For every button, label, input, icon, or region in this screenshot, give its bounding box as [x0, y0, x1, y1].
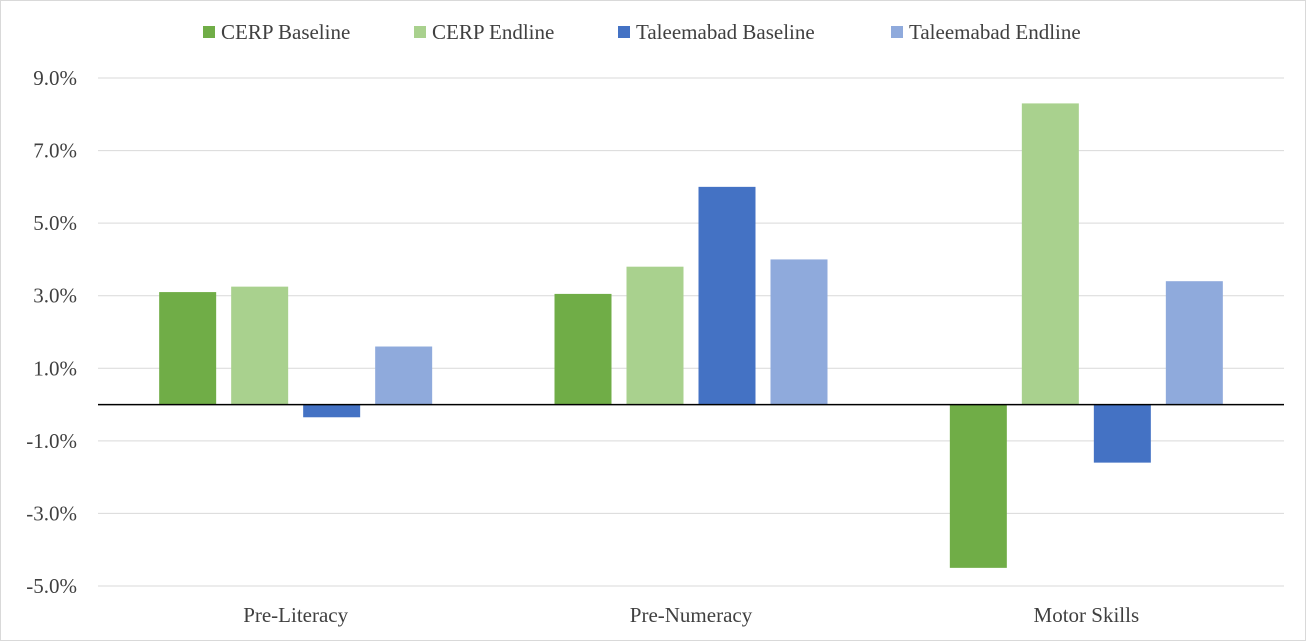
bar-taleemabad-endline-pre-numeracy — [770, 259, 828, 405]
bar-taleemabad-baseline-motor-skills — [1093, 404, 1151, 463]
bar-cerp-endline-pre-numeracy — [626, 266, 684, 405]
legend-label: Taleemabad Baseline — [636, 20, 815, 44]
bar-taleemabad-endline-pre-literacy — [375, 346, 433, 405]
bar-cerp-baseline-pre-literacy — [159, 292, 217, 405]
category-label: Motor Skills — [1034, 603, 1140, 627]
legend-label: CERP Endline — [432, 20, 554, 44]
y-tick-label: 9.0% — [33, 66, 77, 90]
bars — [159, 103, 1223, 568]
y-tick-label: 3.0% — [33, 284, 77, 308]
y-tick-label: 7.0% — [33, 139, 77, 163]
y-tick-label: 5.0% — [33, 211, 77, 235]
y-tick-label: -3.0% — [26, 501, 77, 525]
bar-taleemabad-baseline-pre-numeracy — [698, 186, 756, 405]
bar-cerp-baseline-pre-numeracy — [554, 293, 612, 405]
legend-swatch — [414, 26, 426, 38]
gridlines — [98, 77, 1284, 587]
legend-item: CERP Baseline — [203, 20, 350, 44]
legend-item: Taleemabad Endline — [891, 20, 1081, 44]
bar-cerp-endline-motor-skills — [1021, 103, 1079, 405]
legend-swatch — [203, 26, 215, 38]
legend-label: CERP Baseline — [221, 20, 350, 44]
legend-label: Taleemabad Endline — [909, 20, 1081, 44]
legend-swatch — [618, 26, 630, 38]
legend-swatch — [891, 26, 903, 38]
y-axis-ticks: 9.0% 7.0% 5.0% 3.0% 1.0% -1.0% -3.0% -5.0% — [26, 66, 77, 598]
bar-cerp-baseline-motor-skills — [949, 404, 1007, 568]
legend: CERP Baseline CERP Endline Taleemabad Base… — [203, 20, 1081, 44]
category-label: Pre-Literacy — [243, 603, 348, 627]
legend-item: CERP Endline — [414, 20, 554, 44]
bar-cerp-endline-pre-literacy — [231, 286, 289, 405]
bar-taleemabad-baseline-pre-literacy — [303, 404, 361, 418]
y-tick-label: -5.0% — [26, 574, 77, 598]
y-tick-label: -1.0% — [26, 429, 77, 453]
y-tick-label: 1.0% — [33, 356, 77, 380]
legend-item: Taleemabad Baseline — [618, 20, 815, 44]
x-axis-categories: Pre-Literacy Pre-Numeracy Motor Skills — [243, 603, 1139, 627]
category-label: Pre-Numeracy — [630, 603, 753, 627]
bar-taleemabad-endline-motor-skills — [1165, 281, 1223, 405]
